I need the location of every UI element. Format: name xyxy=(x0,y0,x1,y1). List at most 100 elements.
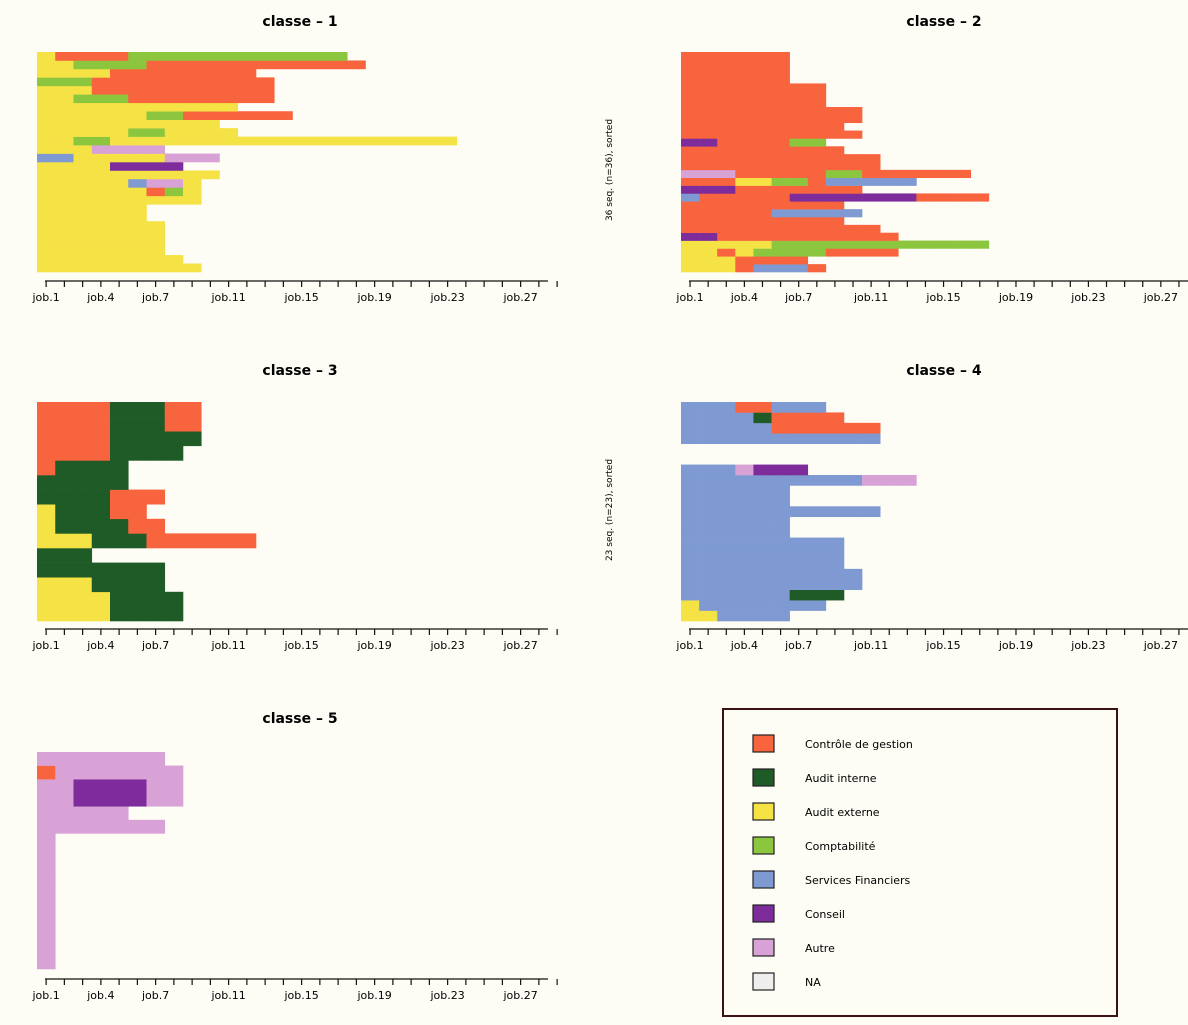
sequence-cell xyxy=(201,60,220,70)
sequence-cell xyxy=(91,246,111,256)
sequence-cell xyxy=(753,201,772,210)
panel-1: classe – 1 job.1 job.4 job.7 job.11 job.15 job… xyxy=(31,14,558,304)
sequence-cell xyxy=(128,416,147,432)
sequence-cell xyxy=(55,445,74,461)
sequence-cell xyxy=(55,591,74,607)
sequence-cell xyxy=(146,85,166,95)
sequence-cell xyxy=(717,169,736,179)
sequence-cell xyxy=(201,68,220,78)
legend-label: Conseil xyxy=(805,908,845,921)
sequence-cell xyxy=(146,195,166,205)
sequence-cell xyxy=(862,422,881,434)
sequence-cell xyxy=(699,185,718,194)
sequence-cell xyxy=(717,177,736,186)
legend-label: Autre xyxy=(805,942,835,955)
sequence-cell xyxy=(753,527,772,538)
sequence-cell xyxy=(73,548,93,563)
sequence-cell xyxy=(91,765,111,780)
sequence-cell xyxy=(717,248,736,257)
sequence-cell xyxy=(164,136,184,146)
sequence-cell xyxy=(735,154,754,163)
sequence-cell xyxy=(717,527,736,538)
sequence-cell xyxy=(164,170,184,180)
sequence-cell xyxy=(128,195,147,205)
sequence-cell xyxy=(735,232,754,241)
sequence-cell xyxy=(681,138,700,147)
sequence-cell xyxy=(681,122,700,131)
sequence-cell xyxy=(771,177,790,186)
sequence-cell xyxy=(771,154,790,163)
sequence-cell xyxy=(862,433,881,445)
sequence-cell xyxy=(37,562,56,578)
sequence-cell xyxy=(717,59,736,69)
sequence-cell xyxy=(73,85,93,95)
sequence-cell xyxy=(934,169,953,179)
sequence-cell xyxy=(110,162,129,171)
sequence-cell xyxy=(699,485,718,497)
sequence-cell xyxy=(37,518,56,534)
sequence-cell xyxy=(717,506,736,518)
sequence-cell xyxy=(55,178,74,188)
sequence-cell xyxy=(717,402,736,413)
sequence-cell xyxy=(146,162,166,171)
sequence-cell xyxy=(862,232,881,241)
sequence-cell xyxy=(825,209,845,218)
sequence-cell xyxy=(735,402,754,413)
sequence-cell xyxy=(807,422,827,434)
sequence-cell xyxy=(146,178,166,188)
x-tick-label: job.7 xyxy=(784,639,812,652)
x-tick-label: job.27 xyxy=(1143,291,1178,304)
sequence-cell xyxy=(771,264,790,273)
sequence-cell xyxy=(789,433,809,445)
sequence-cell xyxy=(789,107,809,116)
sequence-cell xyxy=(183,136,202,146)
sequence-cell xyxy=(681,475,700,486)
x-tick-label: job.27 xyxy=(502,291,537,304)
panel-title: classe – 1 xyxy=(262,14,337,30)
sequence-cell xyxy=(699,169,718,179)
sequence-cell xyxy=(699,610,718,622)
sequence-cell xyxy=(735,548,754,559)
sequence-cell xyxy=(183,68,202,78)
sequence-cell xyxy=(699,600,718,611)
sequence-cell xyxy=(37,874,56,888)
sequence-cell xyxy=(735,67,754,76)
sequence-cell xyxy=(771,67,790,76)
sequence-cell xyxy=(110,229,129,239)
sequence-cell xyxy=(735,52,754,61)
sequence-cell xyxy=(110,128,129,137)
sequence-cell xyxy=(91,128,111,137)
sequence-cell xyxy=(37,928,56,943)
sequence-cell xyxy=(110,145,129,154)
x-tick-label: job.19 xyxy=(998,291,1033,304)
sequence-cell xyxy=(699,256,718,265)
sequence-cell xyxy=(735,600,754,611)
sequence-cell xyxy=(164,533,184,549)
sequence-cell xyxy=(681,558,700,570)
sequence-cell xyxy=(183,77,202,87)
sequence-cell xyxy=(735,579,754,591)
sequence-cell xyxy=(807,568,827,580)
sequence-cell xyxy=(55,416,74,432)
sequence-cell xyxy=(789,412,809,424)
sequence-cell xyxy=(843,422,863,434)
x-tick-label: job.1 xyxy=(31,639,59,652)
sequence-cell xyxy=(146,752,166,766)
sequence-cell xyxy=(420,136,439,146)
sequence-cell xyxy=(789,232,809,241)
sequence-cell xyxy=(146,145,166,154)
sequence-cell xyxy=(934,240,953,249)
sequence-cell xyxy=(753,475,772,486)
sequence-cell xyxy=(164,195,184,205)
sequence-cell xyxy=(807,475,827,486)
sequence-cell xyxy=(807,114,827,124)
sequence-cell xyxy=(146,238,166,247)
sequence-cell xyxy=(55,402,74,417)
sequence-cell xyxy=(146,68,166,78)
sequence-cell xyxy=(681,495,700,507)
sequence-cell xyxy=(37,119,56,129)
sequence-cell xyxy=(73,819,93,834)
sequence-cell xyxy=(681,154,700,163)
legend-swatch xyxy=(752,836,775,855)
legend: Contrôle de gestion Audit interne Audit ex… xyxy=(722,708,1118,1017)
